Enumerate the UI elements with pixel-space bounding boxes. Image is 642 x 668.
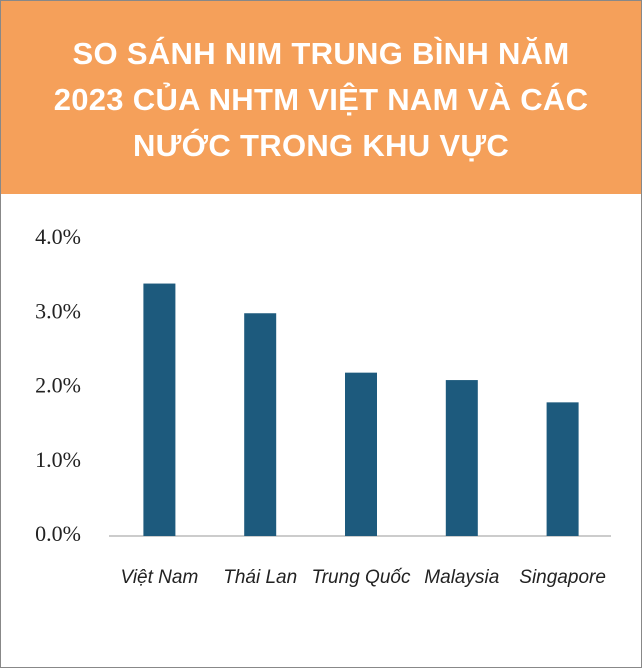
y-tick-label: 4.0% (35, 224, 81, 249)
x-tick-label: Việt Nam (121, 567, 199, 588)
y-tick-label: 2.0% (35, 373, 81, 398)
y-tick-label: 3.0% (35, 298, 81, 323)
x-tick-label: Thái Lan (223, 567, 297, 588)
y-tick-label: 1.0% (35, 447, 81, 472)
x-tick-label: Singapore (519, 567, 606, 588)
chart: 0.0% 1.0% 2.0% 3.0% 4.0% Việt Nam Thái Lan Trun… (35, 224, 611, 588)
bar (546, 402, 579, 536)
x-tick-label: Trung Quốc (312, 567, 411, 588)
x-tick-label: Malaysia (424, 567, 499, 588)
bar (143, 283, 176, 536)
bar (244, 313, 277, 536)
bar (345, 372, 377, 536)
bar (445, 380, 478, 536)
y-tick-label: 0.0% (35, 521, 81, 546)
chart-title: SO SÁNH NIM TRUNG BÌNH NĂM 2023 CỦA NHTM… (1, 1, 641, 194)
